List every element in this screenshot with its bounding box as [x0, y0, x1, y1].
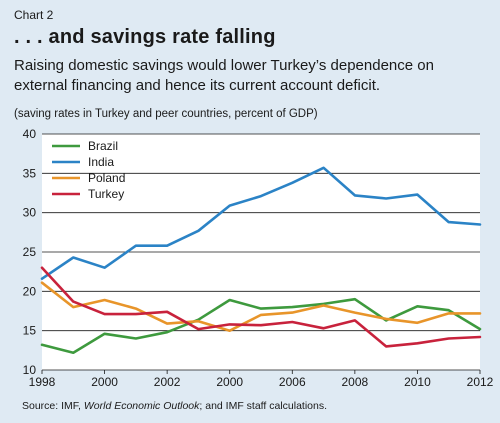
y-tick-label: 10 — [23, 363, 37, 377]
series-line-poland — [40, 281, 482, 333]
x-tick-label: 1998 — [29, 375, 56, 389]
x-tick-label: 2000 — [216, 375, 243, 389]
x-tick-label: 2012 — [467, 375, 494, 389]
source-publication: World Economic Outlook — [83, 400, 200, 412]
y-tick-label: 40 — [23, 127, 37, 141]
legend-label-india: India — [88, 155, 114, 169]
legend-label-turkey: Turkey — [88, 187, 124, 201]
y-tick-label: 15 — [23, 324, 37, 338]
x-tick-label: 2002 — [154, 375, 181, 389]
chart-source: Source: IMF, World Economic Outlook; and… — [22, 400, 327, 412]
legend-label-brazil: Brazil — [88, 139, 118, 153]
chart-note: (saving rates in Turkey and peer countri… — [14, 108, 318, 120]
y-tick-label: 35 — [23, 166, 37, 180]
chart-title: . . . and savings rate falling — [14, 26, 276, 48]
x-tick-label: 2010 — [404, 375, 431, 389]
y-tick-label: 20 — [23, 284, 37, 298]
chart-subtitle: Raising domestic savings would lower Tur… — [14, 57, 434, 94]
series-line-india — [40, 166, 482, 281]
source-suffix: ; and IMF staff calculations. — [199, 400, 328, 412]
y-tick-label: 30 — [23, 206, 37, 220]
x-tick-label: 2000 — [91, 375, 118, 389]
x-tick-label: 2006 — [279, 375, 306, 389]
legend-label-poland: Poland — [88, 171, 125, 185]
y-tick-label: 25 — [23, 245, 37, 259]
series-line-turkey — [40, 266, 482, 348]
source-prefix: Source: IMF, — [22, 400, 84, 412]
series-line-brazil — [40, 297, 482, 355]
chart-label: Chart 2 — [14, 8, 54, 22]
x-tick-label: 2008 — [342, 375, 369, 389]
